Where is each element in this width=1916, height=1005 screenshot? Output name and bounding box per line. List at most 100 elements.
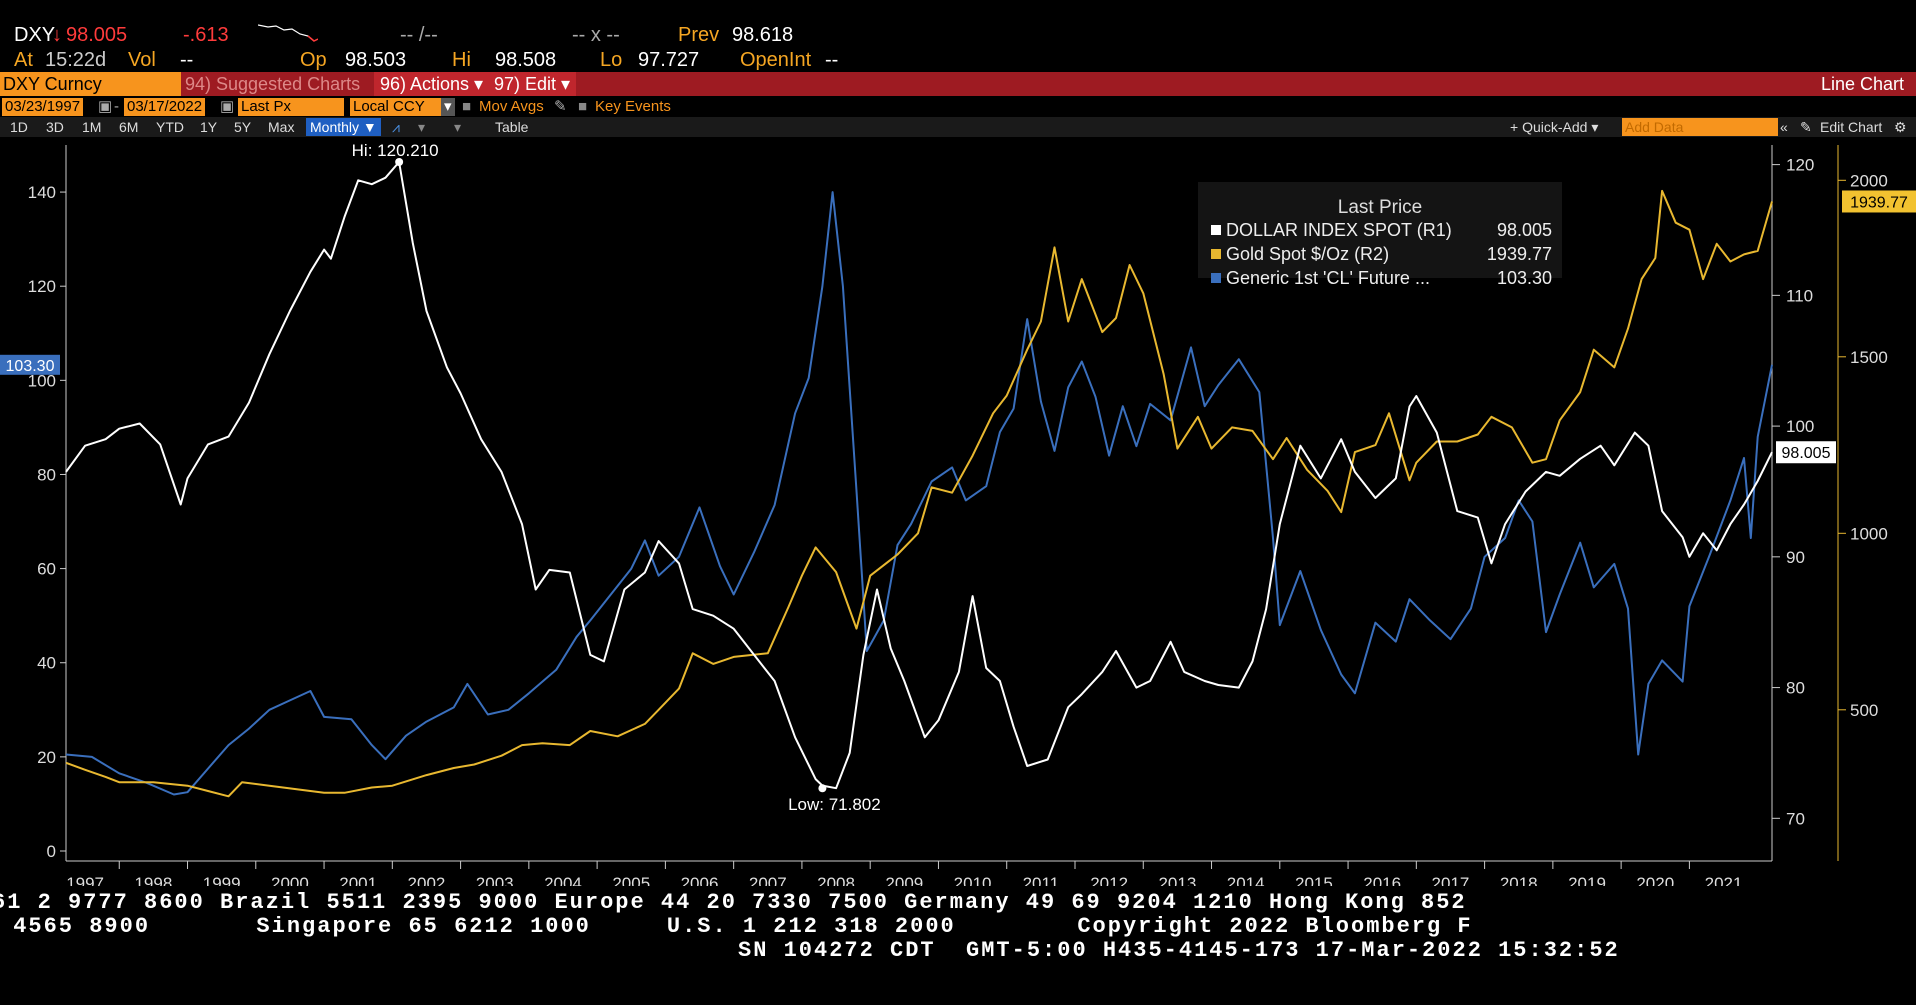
legend-entry-gold: Gold Spot $/Oz (R2) [1226,244,1389,264]
footer-line-3: SN 104272 CDT GMT-5:00 H435-4145-173 17-… [738,938,1620,963]
at-label: At [14,49,33,71]
oil-last-tag [0,354,60,375]
start-date-field[interactable]: 03/23/1997 [2,98,84,116]
period-6m[interactable]: 6M [119,119,139,135]
x-tick-label: 2002 [408,874,446,886]
date-controls: 03/23/1997 ▣ - 03/17/2022 ▣ Last Px Loca… [0,97,1916,117]
key-events-toggle[interactable]: Key Events [595,98,671,115]
edit-menu[interactable]: 97) Edit ▾ [488,72,577,96]
x-tick-label: 2020 [1636,874,1674,886]
dxy-last-tag [1776,441,1836,464]
r1-tick-label: 120 [1786,156,1814,175]
r2-tick-label: 500 [1850,701,1878,720]
x-tick-label: 2001 [339,874,377,886]
frequency-selector[interactable]: Monthly ▼ [306,118,381,136]
calendar-icon[interactable]: ▣ [98,98,113,115]
r1-tick-label: 100 [1786,417,1814,436]
prev-value: 98.618 [732,24,794,46]
mov-avgs-toggle[interactable]: Mov Avgs [479,98,544,115]
x-tick-label: 2021 [1705,874,1743,886]
x-tick-label: 2006 [681,874,719,886]
vol-value: -- [180,49,194,71]
x-tick-label: 2012 [1090,874,1128,886]
calendar-icon[interactable]: ▣ [220,98,235,115]
dropdown-icon[interactable]: ▾ [454,119,462,135]
x-tick-label: 2008 [817,874,855,886]
add-data-input[interactable]: Add Data [1622,118,1778,136]
field-selector[interactable]: Last Px [238,98,344,116]
r1-tick-label: 110 [1786,286,1813,305]
period-controls: 1D 3D 1M 6M YTD 1Y 5Y Max Monthly ▼ ⩘ ▾ … [0,117,1916,137]
period-max[interactable]: Max [268,119,295,135]
currency-selector[interactable]: Local CCY [350,98,448,116]
x-tick-label: 2013 [1158,874,1196,886]
chart-type-label: Line Chart [1820,74,1904,94]
line-chart-icon[interactable]: ⩘ [392,119,400,135]
r2-tick-label: 2000 [1850,171,1888,190]
vol-label: Vol [128,49,156,71]
chart-annotations: Hi: 120.210 Low: 71.802 103.30 98.005 1939.7… [0,141,1916,814]
period-5y[interactable]: 5Y [234,119,252,135]
end-date-field[interactable]: 03/17/2022 [124,98,206,116]
quote-time: 15:22d [45,49,107,71]
series-line-oil [65,191,1773,796]
left-tick-label: 40 [37,654,56,673]
dropdown-icon[interactable]: ▾ [441,98,455,116]
footer-line-2: 4565 8900 Singapore 65 6212 1000 U.S. 1 … [0,914,1473,939]
suggested-charts-button[interactable]: 94) Suggested Charts [185,74,361,94]
r1-tick-label: 90 [1786,548,1805,567]
gear-icon[interactable]: ⚙ [1894,119,1907,135]
legend-entry-oil: Generic 1st 'CL' Future ... [1226,268,1430,288]
gold-last-tag [1842,190,1916,213]
x-tick-label: 2004 [544,874,582,886]
period-1y[interactable]: 1Y [200,119,218,135]
period-1d[interactable]: 1D [10,119,28,135]
high-value: 98.508 [495,49,557,71]
period-ytd[interactable]: YTD [156,119,184,135]
legend-swatch-dxy [1211,225,1221,235]
prev-label: Prev [678,24,720,46]
dropdown-icon[interactable]: ▾ [418,119,426,135]
pencil-icon[interactable]: ✎ [554,98,567,115]
terminal-footer: 61 2 9777 8600 Brazil 5511 2395 9000 Eur… [0,886,1916,1005]
x-tick-label: 2009 [885,874,923,886]
left-tick-label: 120 [28,277,56,296]
sparkline-icon [258,24,318,42]
collapse-icon[interactable]: « [1780,119,1788,135]
x-tick-label: 2007 [749,874,787,886]
table-button[interactable]: Table [495,119,529,135]
chart-legend: Last Price DOLLAR INDEX SPOT (R1) 98.005… [1198,182,1562,288]
date-separator: - [114,98,119,115]
quick-add-button[interactable]: + Quick-Add ▾ [1510,119,1599,135]
legend-title: Last Price [1338,197,1422,218]
x-tick-label: 2000 [271,874,309,886]
legend-value-dxy: 98.005 [1497,220,1552,240]
low-marker [818,784,827,793]
checkbox-icon[interactable]: ■ [462,98,472,115]
net-change: -.613 [183,24,229,46]
quote-header: DXY ↓ 98.005 -.613 -- /-- -- x -- Prev 9… [0,0,1916,72]
x-tick-label: 1997 [66,874,104,886]
series-line-dxy [65,161,1773,790]
legend-swatch-oil [1211,273,1221,283]
x-tick-label: 2019 [1568,874,1606,886]
x-tick-label: 2003 [476,874,514,886]
period-3d[interactable]: 3D [46,119,64,135]
left-tick-label: 140 [28,183,56,202]
security-field[interactable]: DXY Curncy [0,72,181,96]
series-line-gold [65,189,1773,798]
down-arrow-icon: ↓ [52,24,62,46]
edit-chart-button[interactable]: Edit Chart [1820,119,1883,135]
r1-tick-label: 70 [1786,809,1805,828]
left-tick-label: 60 [37,560,56,579]
period-1m[interactable]: 1M [82,119,102,135]
actions-menu[interactable]: 96) Actions ▾ [374,72,490,96]
left-tick-label: 80 [37,465,56,484]
low-annotation: Low: 71.802 [788,795,881,814]
chart-axes: 1997 1998 1999 2000 2001 2002 2003 2004 2005 2006… [28,145,1888,886]
checkbox-icon[interactable]: ■ [578,98,588,115]
pencil-icon[interactable]: ✎ [1800,119,1812,135]
ticker: DXY [14,24,56,46]
last-price: 98.005 [66,24,128,46]
x-tick-label: 2017 [1432,874,1470,886]
